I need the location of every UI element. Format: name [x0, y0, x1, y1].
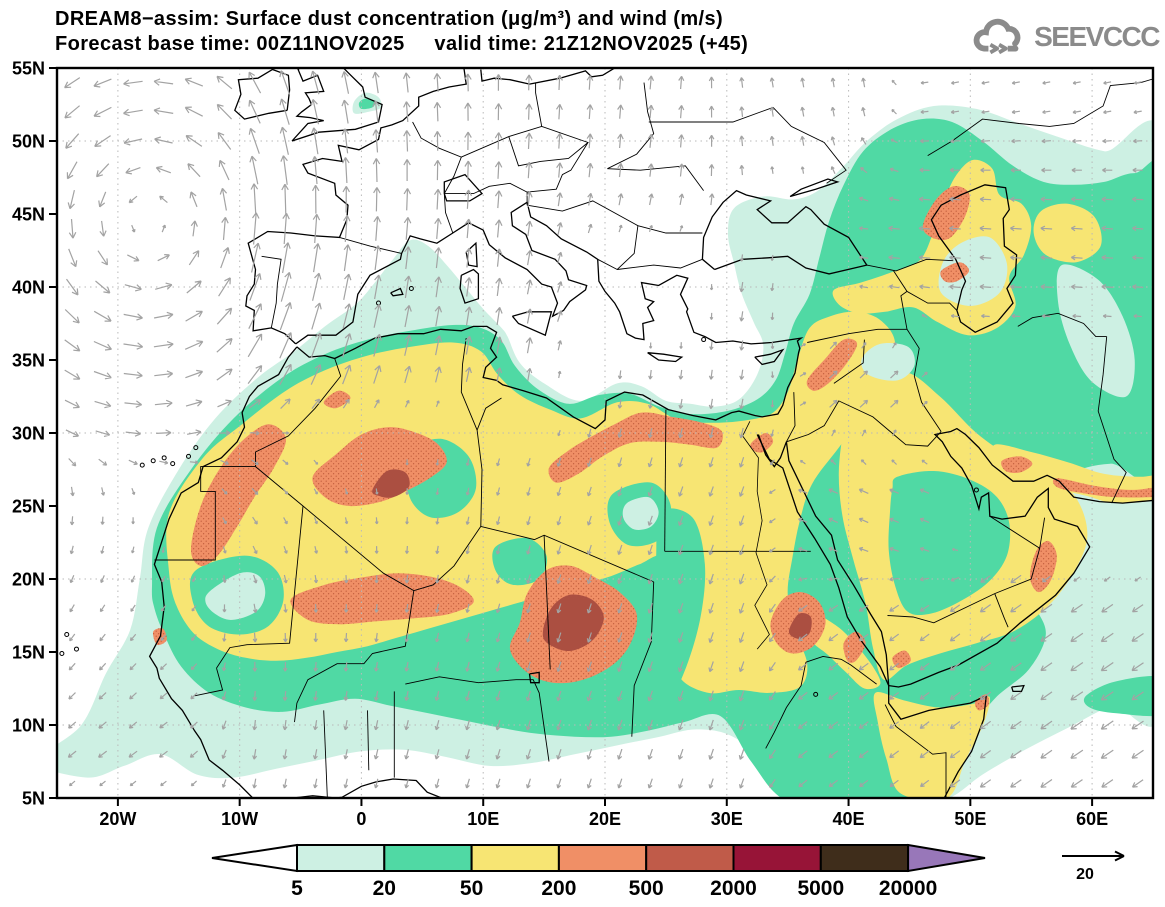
dust-region-caspian-east	[1033, 203, 1102, 263]
colorbar-legend: 5 20 50 200 500 2000 5000 20000	[211, 843, 986, 900]
wind-reference-label: 20	[1076, 866, 1094, 883]
seevccc-logo: SEEVCCC	[972, 16, 1160, 58]
dust-region-syria	[806, 338, 858, 391]
colorbar-band	[557, 844, 648, 872]
colorbar-tick-label: 50	[460, 877, 483, 900]
wind-reference-arrow	[1062, 850, 1125, 862]
lat-tick-label: 20N	[12, 570, 45, 590]
dust-region-azerbaijan	[940, 262, 970, 283]
dust-region-mauritania-core	[205, 572, 266, 620]
dust-region-nw-africa-coast	[191, 424, 286, 567]
dust-region-south-iran-coast	[991, 444, 1153, 504]
dust-region-sudan-core	[788, 612, 812, 639]
colorbar-over-arrow	[907, 843, 986, 873]
colorbar-tick-label: 20000	[879, 877, 937, 900]
dust-region-south-iran-spot	[1001, 456, 1033, 473]
lon-tick-label: 20E	[589, 809, 621, 829]
colorbar-tick-label: 20	[373, 877, 396, 900]
wind-reference: 20	[1062, 850, 1125, 883]
dust-region-algeria-core	[372, 469, 410, 498]
colorbar-tick-label: 500	[629, 877, 664, 900]
colorbar-band	[645, 844, 735, 872]
wind-vectors-layer	[64, 70, 1144, 789]
lon-tick-label: 30E	[711, 809, 743, 829]
dust-region-yemen-spot	[892, 650, 911, 669]
colorbar-tick-label: 200	[541, 877, 576, 900]
dust-region-central-caspian-min	[938, 236, 1008, 306]
seevccc-logo-text: SEEVCCC	[1034, 21, 1160, 52]
colorbar-tick-label: 2000	[710, 877, 757, 900]
lat-tick-label: 50N	[12, 132, 45, 152]
colorbar-band	[732, 844, 822, 872]
dust-shading-layer	[57, 92, 1153, 798]
dust-region-arabian-sea-streak	[1083, 676, 1153, 717]
dust-region-makran-coast	[1052, 478, 1153, 498]
dust-region-north-algeria	[312, 427, 447, 507]
chart-title: DREAM8−assim: Surface dust concentration…	[55, 8, 724, 30]
lon-tick-label: 50E	[954, 809, 986, 829]
lat-tick-label: 45N	[12, 205, 45, 225]
lon-tick-label: 20W	[99, 809, 136, 829]
lon-tick-label: 40E	[833, 809, 865, 829]
colorbar-tick-label: 5000	[797, 877, 844, 900]
dust-region-england-core	[358, 98, 376, 110]
lon-tick-label: 10E	[467, 809, 499, 829]
colorbar-band	[296, 844, 386, 872]
dust-region-mesopotamia-min	[861, 343, 915, 381]
colorbar-under-arrow	[211, 843, 298, 873]
lon-tick-label: 10W	[221, 809, 258, 829]
lat-tick-label: 35N	[12, 351, 45, 371]
lat-tick-label: 55N	[12, 59, 45, 79]
lon-tick-label: 60E	[1076, 809, 1108, 829]
lat-tick-label: 5N	[22, 789, 45, 809]
colorbar-band	[819, 844, 910, 872]
colorbar-tick-label: 5	[291, 877, 303, 900]
dust-region-ne-libya-egypt	[548, 412, 723, 483]
lat-tick-label: 10N	[12, 716, 45, 736]
dust-region-tibesti-patch	[492, 537, 548, 586]
axes-layer: 55N 50N 45N 40N 35N 30N 25N 20N 15N 10N 5N 20W 10W 0 1…	[12, 59, 1155, 829]
lon-tick-label: 0	[356, 809, 366, 829]
gridlines-layer	[57, 68, 1153, 798]
lat-tick-label: 30N	[12, 424, 45, 444]
dust-region-east-iran-window	[1056, 264, 1135, 398]
dust-region-sudan-corridor	[648, 508, 706, 708]
dust-region-morocco-east-spot	[323, 390, 351, 409]
colorbar-band	[470, 844, 560, 872]
chart-subtitle: Forecast base time: 00Z11NOV2025 valid t…	[55, 33, 749, 55]
lat-tick-label: 40N	[12, 278, 45, 298]
lat-tick-label: 15N	[12, 643, 45, 663]
colorbar-band	[383, 844, 473, 872]
lat-tick-label: 25N	[12, 497, 45, 517]
seevccc-cloud-icon	[973, 18, 1021, 55]
dust-region-chad-core	[542, 594, 604, 652]
